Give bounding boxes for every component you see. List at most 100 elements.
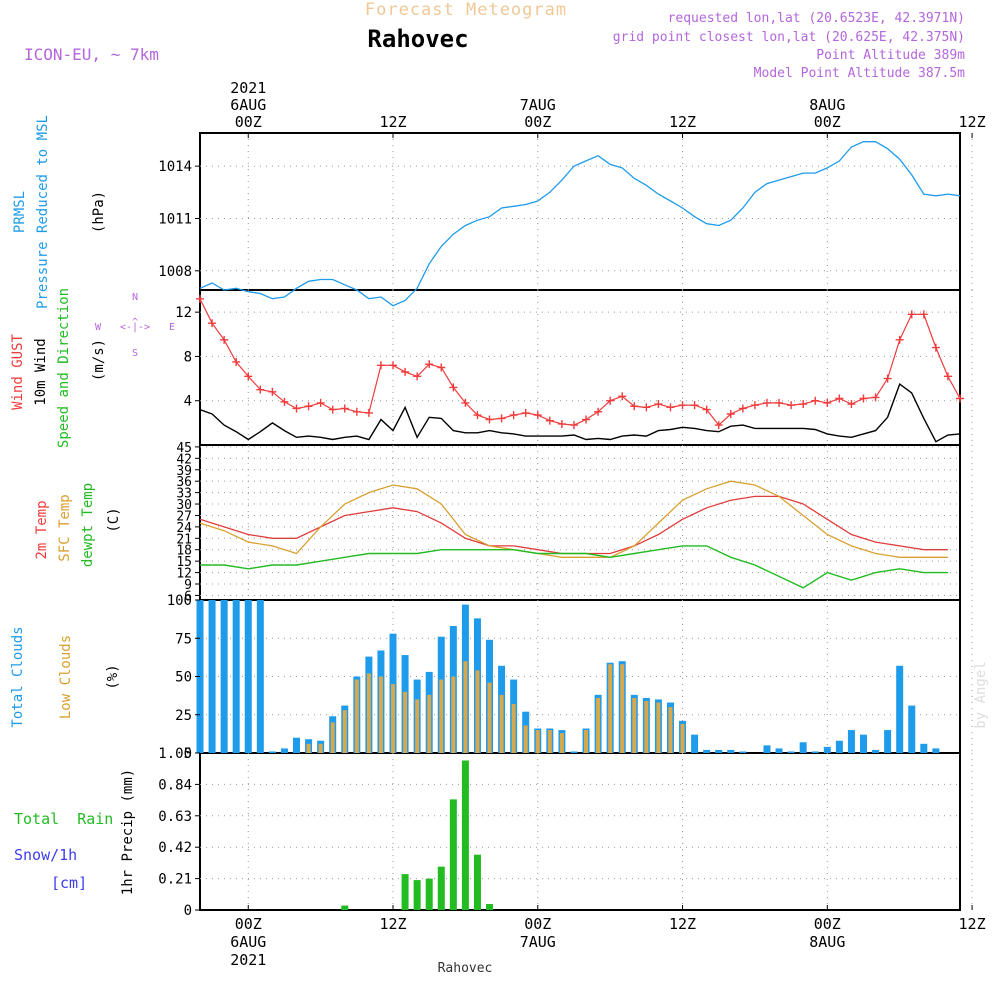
total-clouds-bar (896, 665, 904, 753)
gust-marker (919, 310, 928, 319)
low-clouds-bar (391, 684, 396, 753)
total-clouds-bar (920, 743, 928, 753)
gust-marker (569, 421, 578, 430)
low-clouds-label: Low Clouds (58, 635, 74, 719)
total-clouds-bar (208, 600, 216, 753)
gust-marker (666, 403, 675, 412)
gust-marker (196, 294, 204, 303)
gust-marker (799, 400, 808, 409)
gust-marker (630, 402, 639, 411)
clouds-unit: (%) (105, 664, 121, 689)
time-label-bottom: 00Z (524, 915, 551, 933)
time-label-top: 2021 (230, 79, 266, 97)
wind10-line (199, 382, 961, 443)
total-clouds-bar (293, 737, 301, 753)
ytick-label: 0.42 (158, 840, 192, 856)
total-clouds-bar (787, 751, 795, 753)
time-label-top: 12Z (669, 113, 696, 131)
total-clouds-bar (872, 749, 880, 753)
gust-marker (461, 398, 470, 407)
ytick-label: 27 (176, 509, 192, 524)
ytick-label: 0 (184, 746, 192, 762)
tick-labels: 1008101110144812691215182124273033363942… (158, 159, 200, 919)
precip-unit: 1hr Precip (mm) (120, 769, 136, 895)
total-clouds-bar (859, 734, 867, 753)
gust-marker (859, 394, 868, 403)
rain-bar (473, 854, 481, 910)
compass-east: E (169, 322, 175, 333)
gust-marker (726, 410, 735, 418)
low-clouds-bar (620, 664, 625, 753)
gust-marker (738, 404, 747, 413)
temperature-labels: 2m Temp SFC Temp dewpt Temp (C) (34, 483, 122, 567)
total-clouds-bar (244, 600, 252, 753)
time-label-bottom: 00Z (235, 915, 262, 933)
ytick-label: 25 (175, 708, 192, 724)
ytick-label: 1014 (158, 159, 192, 175)
low-clouds-bar (306, 743, 311, 753)
wind-dir-label: Speed and Direction (56, 288, 72, 448)
gust-marker (232, 357, 241, 366)
time-label-top: 12Z (379, 113, 406, 131)
gust-line (199, 298, 961, 426)
time-label-top: 12Z (959, 113, 986, 131)
gridpoint-coords: grid point closest lon,lat (20.625E, 42.… (613, 30, 965, 45)
gust-marker (545, 416, 554, 425)
total-clouds-bar (220, 600, 228, 753)
low-clouds-bar (366, 673, 371, 753)
gust-marker (425, 360, 434, 369)
gust-marker (280, 397, 289, 406)
ytick-label: 12 (176, 567, 192, 582)
low-clouds-bar (535, 730, 540, 753)
gust-marker (449, 383, 458, 392)
gust-marker (389, 361, 398, 370)
gust-marker (413, 372, 422, 381)
snow-label: Snow/1h (14, 846, 77, 864)
gust-marker (907, 310, 916, 319)
ytick-label: 39 (176, 464, 192, 479)
pressure-panel-frame (199, 132, 961, 291)
gust-marker (473, 411, 482, 420)
ytick-label: 30 (176, 498, 192, 513)
low-clouds-bar (656, 702, 661, 753)
ytick-label: 36 (176, 475, 192, 490)
rain-bar (401, 874, 409, 910)
ytick-label: 42 (176, 452, 192, 467)
low-clouds-bar (330, 722, 335, 753)
gust-marker (533, 411, 542, 420)
total-clouds-bar (703, 749, 711, 753)
time-label-top: 8AUG (809, 96, 845, 114)
wind-labels: Wind GUST 10m Wind Speed and Direction (… (10, 288, 175, 448)
gust-marker (521, 408, 530, 417)
low-clouds-bar (511, 704, 516, 753)
requested-coords: requested lon,lat (20.6523E, 42.3971N) (668, 11, 965, 26)
gust-marker (509, 411, 518, 420)
gust-marker (437, 363, 446, 372)
total-clouds-bar (811, 751, 819, 753)
ytick-label: 6 (184, 589, 192, 604)
low-clouds-bar (547, 730, 552, 753)
gust-marker (690, 401, 699, 410)
ytick-label: 50 (175, 670, 192, 686)
gust-marker (401, 367, 410, 376)
total-clouds-bar (847, 730, 855, 753)
ytick-label: 33 (176, 487, 192, 502)
gust-marker (811, 396, 820, 405)
gust-marker (244, 372, 253, 381)
ytick-label: 1011 (158, 211, 192, 227)
total-clouds-bar (799, 742, 807, 753)
ytick-label: 1.05 (158, 746, 192, 762)
gust-marker (594, 407, 603, 416)
low-clouds-bar (427, 694, 432, 753)
gust-marker (654, 400, 663, 409)
compass-north: N (132, 292, 138, 303)
ytick-label: 0.84 (158, 777, 192, 793)
gust-marker (340, 404, 349, 413)
rain-bar (486, 904, 494, 910)
rain-bar (341, 905, 349, 910)
low-clouds-bar (354, 679, 359, 753)
gust-marker (618, 392, 627, 401)
gust-marker (328, 405, 337, 414)
gust-marker (485, 415, 494, 424)
total-clouds-bar (280, 748, 288, 753)
